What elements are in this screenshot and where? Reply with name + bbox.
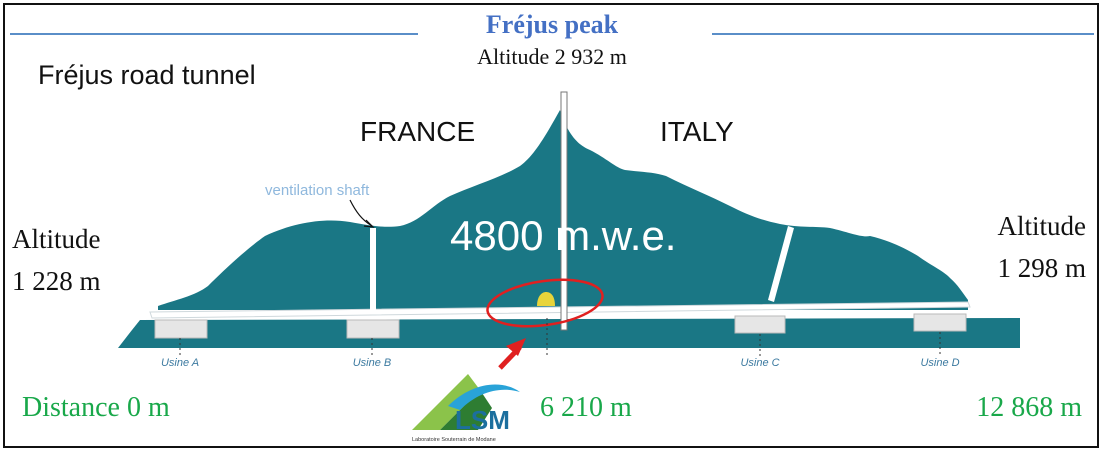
usine-a-label: Usine A [160,357,200,369]
country-italy: ITALY [660,116,734,147]
lsm-logo-subtitle: Laboratoire Souterrain de Modane [412,437,496,443]
altitude-right-line2: 1 298 m [997,253,1086,283]
lsm-logo-text: LSM [455,405,510,435]
lsm-logo-triangle-light [412,374,480,430]
figure-frame [3,3,1099,448]
altitude-left-line1: Altitude [12,224,101,254]
altitude-left: Altitude 1 228 m [12,218,101,302]
usine-c-label: Usine C [740,357,780,369]
lsm-logo-triangle-dark [440,390,492,430]
usine-d-box [913,313,967,332]
usine-b-label: Usine B [352,357,392,369]
ventilation-pointer-head [363,219,375,228]
distance-mid: 6 210 m [540,392,632,423]
ventilation-shaft-france [370,228,376,312]
lab-arrow-head [506,338,526,356]
lsm-logo: LSM Laboratoire Souterrain de Modane [412,374,520,443]
usine-b-box [346,319,400,339]
peak-altitude: Altitude 2 932 m [477,44,627,69]
usine-d-label: Usine D [920,357,960,369]
ventilation-shaft-italy [768,226,794,302]
laboratory-dome [537,292,555,306]
laboratory-highlight [486,278,604,328]
ground-band [118,318,1020,348]
distance-end: 12 868 m [976,392,1082,423]
ventilation-shaft-label: ventilation shaft [265,182,370,199]
distance-start: Distance 0 m [22,392,170,423]
country-france: FRANCE [360,116,476,147]
altitude-left-line2: 1 228 m [12,266,101,296]
depth-label: 4800 m.w.e. [450,212,677,259]
usine-c-box [734,315,786,334]
tunnel-name: Fréjus road tunnel [38,60,256,90]
peak-title: Fréjus peak [485,10,619,39]
altitude-right: Altitude 1 298 m [997,205,1086,289]
peak-marker-line [560,91,568,331]
altitude-right-line1: Altitude [997,211,1087,241]
lsm-logo-swoosh [448,384,520,410]
road-tunnel [149,301,971,319]
usine-a-box [154,319,208,339]
